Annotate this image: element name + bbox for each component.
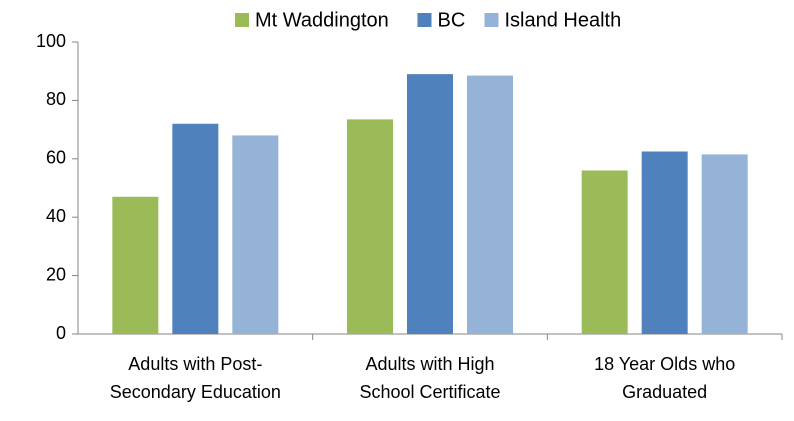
- bar: [467, 75, 513, 334]
- bar: [641, 151, 688, 334]
- bar: [232, 135, 279, 334]
- y-tick-label: 100: [36, 31, 66, 51]
- bar: [407, 74, 453, 335]
- y-tick-label: 0: [56, 323, 66, 343]
- legend-swatch: [417, 13, 432, 27]
- bar: [347, 119, 393, 334]
- bar: [701, 154, 748, 334]
- legend-label: BC: [438, 9, 466, 31]
- x-tick-label: Secondary Education: [110, 382, 281, 402]
- y-tick-label: 80: [46, 89, 66, 109]
- x-tick-label: Adults with Post-: [128, 354, 262, 374]
- legend-swatch: [235, 13, 249, 27]
- y-tick-label: 20: [46, 264, 66, 284]
- y-tick-label: 40: [46, 206, 66, 226]
- y-tick-label: 60: [46, 148, 66, 168]
- x-tick-label: Adults with High: [365, 354, 494, 374]
- bar: [112, 196, 159, 334]
- x-tick-label: Graduated: [622, 382, 707, 402]
- legend-label: Mt Waddington: [255, 9, 389, 31]
- x-tick-label: 18 Year Olds who: [594, 354, 735, 374]
- x-tick-label: School Certificate: [359, 382, 500, 402]
- bar: [581, 170, 628, 334]
- legend-swatch: [484, 13, 499, 27]
- bar: [172, 123, 219, 334]
- legend-label: Island Health: [505, 9, 622, 31]
